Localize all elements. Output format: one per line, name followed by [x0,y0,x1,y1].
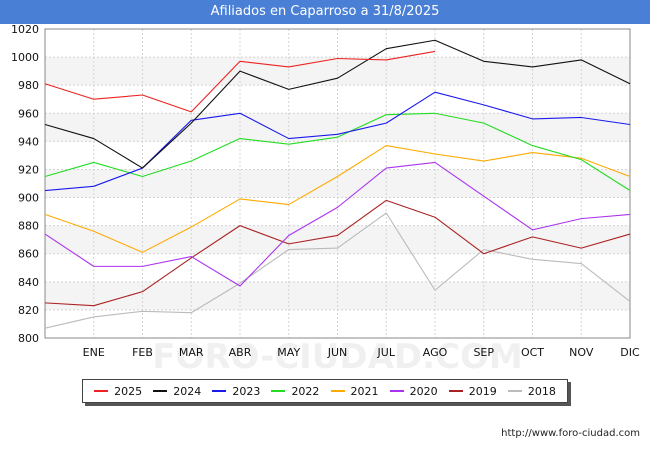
y-tick-label: 800 [18,332,39,345]
legend-swatch [507,390,522,392]
x-tick-label: ENE [83,346,105,359]
watermark-text: FORO-CIUDAD.COM [152,337,523,377]
x-tick-label: MAR [179,346,204,359]
legend-label: 2020 [409,384,438,398]
legend-swatch [448,390,463,392]
x-tick-label: SEP [473,346,494,359]
source-url[interactable]: http://www.foro-ciudad.com [501,428,640,439]
chart-legend: 2025 2024 2023 2022 2021 2020 2019 2018 [82,379,568,403]
legend-item-2024: 2024 [153,385,201,398]
y-tick-label: 820 [18,304,39,317]
y-tick-label: 880 [18,220,39,233]
x-tick-label: OCT [521,346,544,359]
series-line-2022 [44,112,631,191]
y-tick-label: 860 [18,248,39,261]
series-line-2020 [44,161,631,287]
legend-label: 2023 [232,384,261,398]
legend-label: 2025 [114,384,143,398]
legend-label: 2021 [350,384,379,398]
y-tick-label: 920 [18,163,39,176]
legend-swatch [271,390,286,392]
series-line-2021 [44,145,631,253]
legend-swatch [212,390,227,392]
plot-frame [44,28,631,339]
y-tick-label: 940 [18,135,39,148]
x-tick-label: FEB [132,346,153,359]
x-tick-label: JUL [377,346,396,359]
legend-label: 2019 [468,384,497,398]
legend-item-2020: 2020 [389,384,438,398]
legend-item-2018: 2018 [507,384,556,398]
legend-swatch [94,390,109,392]
legend-swatch [153,390,168,392]
x-tick-label: JUN [327,346,348,359]
x-tick-label: MAY [277,346,300,359]
chart-title: Afiliados en Caparroso a 31/8/2025 [0,0,650,24]
y-tick-label: 980 [18,79,39,92]
legend-item-2019: 2019 [448,384,497,398]
x-tick-label: DIC [620,346,640,359]
y-tick-label: 840 [18,276,39,289]
y-tick-label: 1020 [11,23,39,36]
legend-swatch [389,390,404,392]
series-line-2025 [44,50,436,113]
legend-item-2021: 2021 [330,384,379,398]
legend-item-2025: 2025 [94,385,142,398]
legend-label: 2022 [291,384,320,398]
series-line-2019 [44,199,631,307]
legend-swatch [330,390,345,392]
legend-item-2022: 2022 [271,385,319,398]
series-line-2018 [44,212,631,329]
legend-item-2023: 2023 [212,385,260,398]
x-tick-label: NOV [569,346,594,359]
series-line-2024 [44,39,631,169]
y-tick-label: 1000 [11,51,39,64]
y-tick-label: 960 [18,107,39,120]
legend-label: 2024 [173,384,202,398]
legend-label: 2018 [527,384,556,398]
y-tick-label: 900 [18,192,39,205]
x-tick-label: ABR [229,346,252,359]
x-tick-label: AGO [423,346,448,359]
